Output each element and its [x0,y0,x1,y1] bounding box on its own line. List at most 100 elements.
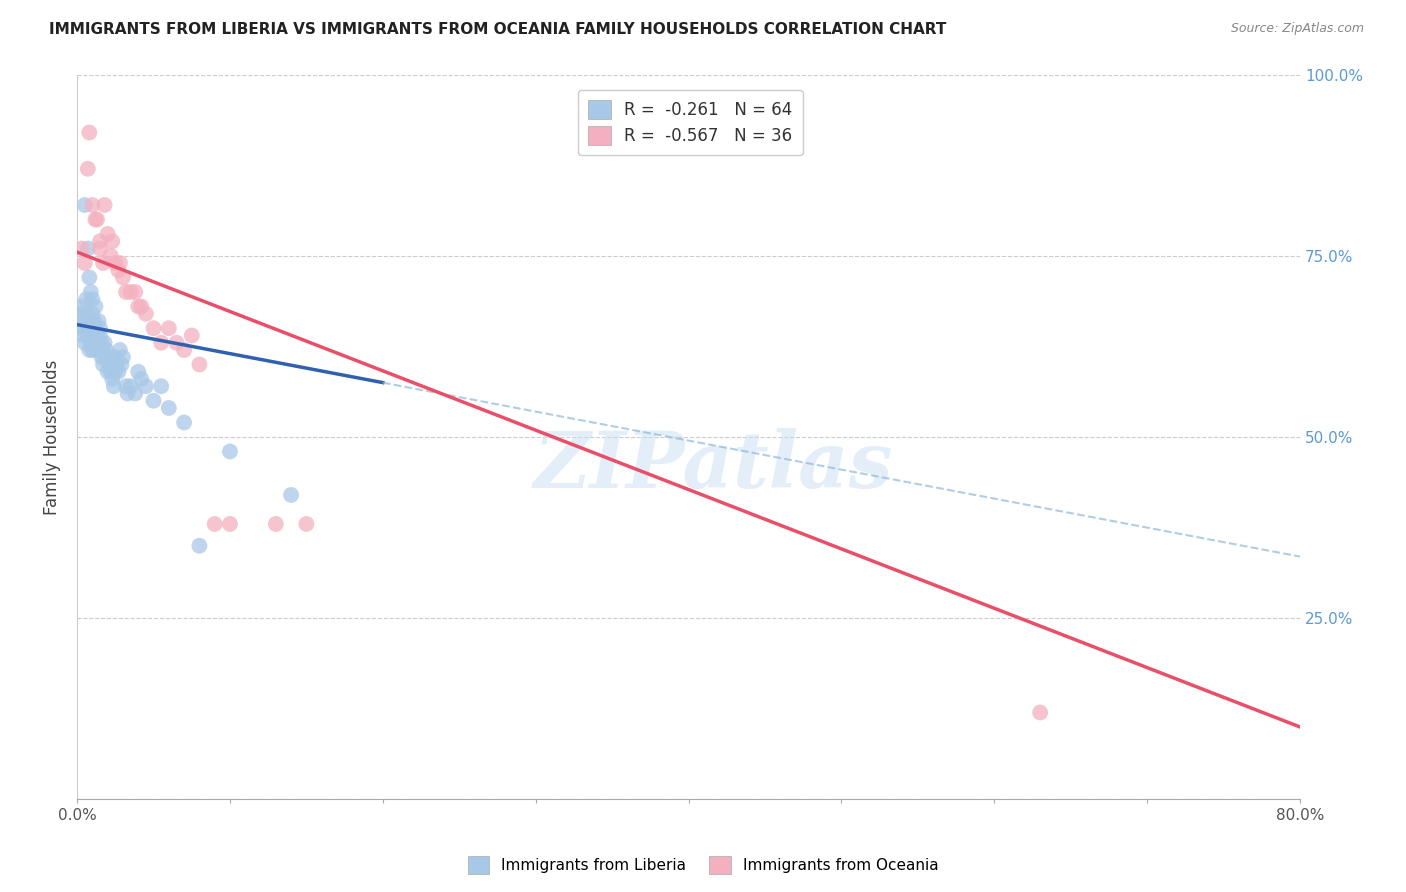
Point [89,234,111,248]
Point [69,307,91,321]
Point [98,358,121,372]
Point [108,343,131,357]
Point [87,314,110,328]
Point [89,321,111,335]
Point [295,516,318,531]
Point [87,335,110,350]
Point [84,321,107,335]
Point [173,416,195,430]
Point [79,126,101,140]
Point [75,292,97,306]
Point [135,379,157,393]
Point [84,212,107,227]
Legend: R =  -0.261   N = 64, R =  -0.567   N = 36: R = -0.261 N = 64, R = -0.567 N = 36 [578,90,803,155]
Point [117,386,139,401]
Point [100,249,122,263]
Point [90,335,112,350]
Point [107,365,129,379]
Point [100,365,122,379]
Point [70,242,93,256]
Point [124,285,146,299]
Point [111,350,134,364]
Point [93,335,115,350]
Point [79,343,101,357]
Point [142,321,165,335]
Point [72,328,94,343]
Text: IMMIGRANTS FROM LIBERIA VS IMMIGRANTS FROM OCEANIA FAMILY HOUSEHOLDS CORRELATION: IMMIGRANTS FROM LIBERIA VS IMMIGRANTS FR… [49,22,946,37]
Point [93,350,115,364]
Point [173,343,195,357]
Point [72,314,94,328]
Point [104,350,127,364]
Point [94,343,117,357]
Point [180,328,202,343]
Point [129,300,152,314]
Point [97,227,120,241]
Point [127,300,149,314]
Point [84,300,107,314]
Point [188,358,211,372]
Point [204,516,226,531]
Point [86,328,108,343]
Point [90,350,112,364]
Point [80,285,103,299]
Point [101,234,124,248]
Point [82,343,104,357]
Point [157,401,180,415]
Y-axis label: Family Households: Family Households [44,359,60,515]
Point [101,372,124,386]
Point [97,365,120,379]
Point [107,263,129,277]
Point [103,379,125,393]
Point [129,372,152,386]
Point [86,343,108,357]
Text: Source: ZipAtlas.com: Source: ZipAtlas.com [1230,22,1364,36]
Point [219,444,242,458]
Point [150,335,173,350]
Point [166,335,188,350]
Point [91,343,114,357]
Point [142,393,165,408]
Point [70,300,93,314]
Point [83,335,105,350]
Point [76,161,98,176]
Point [89,328,111,343]
Point [111,270,134,285]
Point [115,285,138,299]
Point [89,242,111,256]
Point [82,198,104,212]
Point [104,365,127,379]
Point [264,516,287,531]
Point [86,212,108,227]
Point [127,365,149,379]
Point [75,307,97,321]
Point [89,343,111,357]
Point [91,358,114,372]
Point [1029,706,1052,720]
Point [73,335,96,350]
Point [150,379,173,393]
Point [105,358,128,372]
Point [120,285,142,299]
Point [76,328,98,343]
Point [157,321,180,335]
Point [80,335,103,350]
Point [70,321,93,335]
Point [79,270,101,285]
Point [73,198,96,212]
Point [188,539,211,553]
Point [73,256,96,270]
Point [135,307,157,321]
Point [104,256,127,270]
Point [83,314,105,328]
Point [93,198,115,212]
Point [124,386,146,401]
Point [120,379,142,393]
Point [97,350,120,364]
Text: ZIPatlas: ZIPatlas [533,428,893,504]
Point [76,242,98,256]
Point [110,358,132,372]
Point [115,379,138,393]
Legend: Immigrants from Liberia, Immigrants from Oceania: Immigrants from Liberia, Immigrants from… [461,850,945,880]
Point [73,321,96,335]
